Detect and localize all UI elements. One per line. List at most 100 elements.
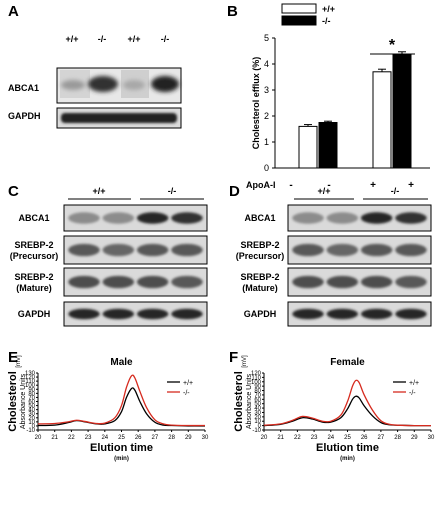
x-tick-label: 29 bbox=[411, 435, 418, 441]
row-label: GAPDH bbox=[244, 309, 277, 319]
blot-band bbox=[102, 308, 135, 320]
x-tick-label: 27 bbox=[152, 435, 159, 441]
y-tick-label: 100 bbox=[25, 383, 36, 389]
x-tick-label: 24 bbox=[101, 435, 108, 441]
blot-band bbox=[136, 275, 169, 289]
legend-label: +/+ bbox=[322, 4, 335, 14]
y-axis-sublabel: Absorbance Units bbox=[246, 373, 253, 429]
x-tick-label: 26 bbox=[361, 435, 368, 441]
row-label: ABCA1 bbox=[18, 213, 49, 223]
y-tick-label: 10 bbox=[28, 420, 35, 426]
significance-star: * bbox=[389, 37, 396, 54]
blot-band bbox=[395, 275, 427, 289]
x-tick-label: 20 bbox=[35, 435, 42, 441]
series-line bbox=[263, 379, 432, 427]
legend-label: -/- bbox=[322, 16, 331, 26]
x-tick-label: 21 bbox=[277, 435, 284, 441]
blot-band bbox=[102, 243, 135, 257]
y-axis-sublabel: Absorbance Units bbox=[20, 373, 27, 429]
legend-label: +/+ bbox=[409, 380, 419, 387]
y-axis-unit: [mV] bbox=[242, 355, 248, 368]
row-label: ABCA1 bbox=[8, 83, 39, 93]
blot-band bbox=[171, 275, 203, 289]
y-tick-label: 90 bbox=[254, 384, 261, 390]
y-axis-unit: [mV] bbox=[16, 355, 22, 368]
group-label: -/- bbox=[168, 186, 177, 196]
x-tick-label: 28 bbox=[394, 435, 401, 441]
group-label: +/+ bbox=[317, 186, 330, 196]
y-tick-label: 50 bbox=[254, 402, 261, 408]
y-tick-label: 0 bbox=[264, 163, 269, 173]
legend-swatch bbox=[281, 15, 317, 26]
row-label: (Precursor) bbox=[10, 251, 59, 261]
x-tick-label: 23 bbox=[311, 435, 318, 441]
x-tick-label: 28 bbox=[168, 435, 175, 441]
blot-band bbox=[360, 308, 393, 320]
chart-title: Female bbox=[330, 357, 365, 368]
y-tick-label: -10 bbox=[252, 428, 261, 434]
blot-band bbox=[326, 275, 359, 289]
legend-swatch bbox=[281, 3, 317, 14]
western-blot-stack: ABCA1SREBP-2(Precursor)SREBP-2(Mature)GA… bbox=[236, 204, 432, 327]
row-label: SREBP-2 bbox=[14, 240, 53, 250]
y-tick-label: 40 bbox=[254, 406, 261, 412]
y-tick-label: 20 bbox=[254, 415, 261, 421]
western-blot-abca1 bbox=[56, 67, 182, 104]
x-tick-label: 25 bbox=[344, 435, 351, 441]
x-tick-label: 25 bbox=[118, 435, 125, 441]
y-tick-label: 120 bbox=[25, 375, 36, 381]
lane-label: +/+ bbox=[65, 34, 78, 44]
y-axis-label: Cholesterol efflux (%) bbox=[251, 57, 261, 150]
y-axis-label: Cholesterol bbox=[233, 371, 245, 432]
bar bbox=[318, 122, 338, 169]
panel-letter: E bbox=[8, 349, 18, 366]
x-tick-label: 30 bbox=[202, 435, 209, 441]
blot-band bbox=[68, 308, 100, 320]
x-axis-label: Elution time bbox=[316, 442, 379, 454]
y-tick-label: 90 bbox=[28, 387, 35, 393]
x-tick-label: 22 bbox=[294, 435, 301, 441]
y-tick-label: 4 bbox=[264, 59, 269, 69]
x-tick-label: 26 bbox=[135, 435, 142, 441]
blot-band bbox=[68, 275, 100, 289]
chart-title: Male bbox=[110, 357, 133, 368]
blot-band bbox=[136, 243, 169, 257]
panel-letter: D bbox=[229, 183, 240, 200]
y-tick-label: 110 bbox=[251, 375, 261, 381]
y-tick-label: 1 bbox=[264, 137, 269, 147]
y-tick-label: 0 bbox=[258, 424, 262, 430]
blot-band bbox=[102, 212, 135, 224]
blot-band bbox=[292, 243, 324, 257]
y-tick-label: 30 bbox=[28, 412, 35, 418]
legend-label: +/+ bbox=[183, 380, 193, 387]
male-elution-chart: Male-10010203040506070809010011012013020… bbox=[7, 355, 209, 462]
y-tick-label: 120 bbox=[251, 371, 262, 377]
y-tick-label: -10 bbox=[26, 428, 35, 434]
x-tick-label: 29 bbox=[185, 435, 192, 441]
y-tick-label: 2 bbox=[264, 111, 269, 121]
panel-letter: A bbox=[8, 3, 19, 20]
row-label: (Mature) bbox=[16, 283, 52, 293]
y-tick-label: 110 bbox=[25, 379, 35, 385]
panel-letter: C bbox=[8, 183, 19, 200]
panel-a: A +/+ -/- +/+ -/- ABCA1 GAPDH bbox=[8, 3, 182, 129]
x-axis-unit: (min) bbox=[114, 456, 129, 462]
panel-letter: B bbox=[227, 3, 238, 20]
y-tick-label: 0 bbox=[32, 424, 36, 430]
blot-band bbox=[136, 212, 169, 224]
y-tick-label: 80 bbox=[28, 391, 35, 397]
treatment-value: - bbox=[327, 180, 330, 191]
blot-band bbox=[136, 308, 169, 320]
series-line bbox=[37, 374, 206, 427]
x-tick-label: 21 bbox=[51, 435, 58, 441]
blot-band bbox=[292, 275, 324, 289]
blot-band bbox=[395, 243, 427, 257]
panel-d: D +/+ -/- ABCA1SREBP-2(Precursor)SREBP-2… bbox=[229, 183, 432, 327]
blot-band bbox=[326, 243, 359, 257]
row-label: GAPDH bbox=[18, 309, 51, 319]
panel-c: C +/+ -/- ABCA1SREBP-2(Precursor)SREBP-2… bbox=[8, 183, 208, 327]
blot-band bbox=[360, 275, 393, 289]
y-tick-label: 80 bbox=[254, 389, 261, 395]
